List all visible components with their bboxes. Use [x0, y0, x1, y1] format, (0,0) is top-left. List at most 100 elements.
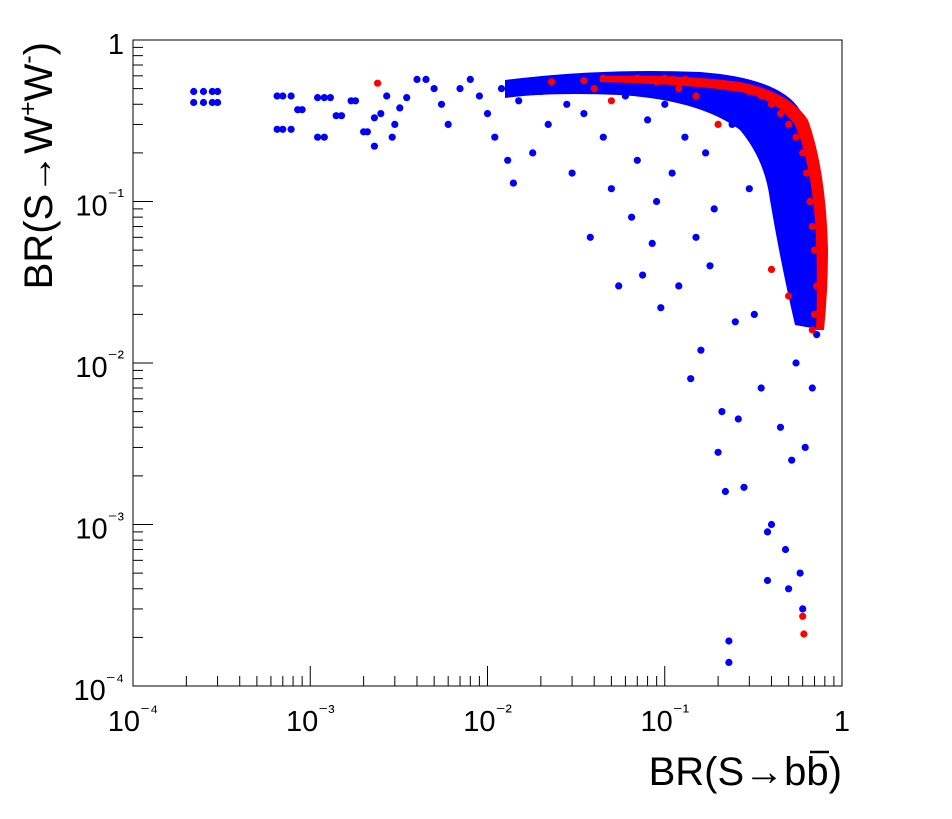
data-point-s1-1: [548, 78, 556, 86]
dense-point-bands: [505, 71, 828, 330]
data-point-s1-11: [668, 75, 676, 83]
data-point-s1-16: [731, 82, 739, 90]
data-point-s0-68: [648, 239, 656, 247]
data-point-s1-34: [800, 630, 808, 638]
data-point-s0-16: [314, 94, 322, 102]
data-point-s0-8: [273, 92, 281, 100]
data-point-s1-2: [580, 77, 588, 85]
data-point-s1-7: [633, 74, 641, 82]
y-tick-label: 10⁻³: [75, 510, 124, 546]
data-point-s0-101: [792, 359, 800, 367]
data-point-s0-84: [725, 637, 733, 645]
data-point-s0-28: [370, 114, 378, 122]
data-point-s1-23: [799, 149, 807, 157]
data-point-s0-52: [544, 120, 552, 128]
data-point-s0-39: [444, 120, 452, 128]
data-point-s0-10: [287, 92, 295, 100]
dense-band-blue: [505, 71, 827, 330]
axis-tick-labels: 10⁻⁴ 10⁻³ 10⁻² 10⁻¹ 1 10⁻⁴ 10⁻³ 10⁻² 10⁻¹ 1: [74, 29, 851, 738]
data-point-s0-69: [653, 197, 661, 206]
data-point-s0-38: [437, 100, 446, 108]
data-point-s1-5: [607, 97, 616, 105]
data-point-s0-19: [314, 133, 322, 141]
y-tick-label: 1: [108, 29, 124, 61]
data-point-s0-66: [639, 271, 647, 279]
data-point-s0-98: [781, 545, 790, 554]
data-point-s0-70: [657, 304, 665, 312]
data-point-s0-49: [520, 78, 528, 86]
data-point-s1-27: [810, 246, 819, 254]
data-point-s0-62: [615, 282, 623, 290]
data-point-s0-57: [580, 110, 588, 118]
data-point-s0-51: [537, 87, 545, 96]
data-point-s0-55: [568, 169, 576, 177]
data-point-s0-50: [529, 149, 537, 157]
data-point-s0-34: [403, 94, 411, 102]
data-point-s1-17: [745, 87, 753, 96]
data-point-s0-24: [351, 97, 360, 105]
data-point-s0-29: [377, 110, 385, 118]
data-point-s0-108: [813, 331, 821, 339]
data-point-s0-104: [801, 443, 809, 451]
data-point-s1-15: [714, 120, 722, 128]
data-point-s1-8: [644, 77, 652, 85]
data-point-s0-22: [337, 112, 346, 120]
data-point-s0-93: [763, 528, 772, 536]
data-point-s0-83: [721, 487, 730, 496]
data-point-s0-48: [515, 97, 523, 105]
data-point-s0-26: [363, 128, 371, 136]
data-point-s0-54: [563, 100, 571, 108]
data-point-s0-105: [805, 310, 813, 318]
data-point-s0-12: [279, 125, 287, 133]
data-point-s1-18: [757, 92, 765, 100]
data-point-s0-77: [697, 346, 705, 354]
data-point-s0-103: [799, 605, 807, 613]
y-tick-label: 10⁻¹: [75, 187, 124, 223]
data-point-s0-1: [199, 87, 208, 96]
data-point-s0-74: [681, 133, 689, 141]
data-point-s1-25: [806, 197, 814, 206]
data-point-s0-73: [675, 282, 683, 290]
data-point-s0-44: [491, 133, 499, 141]
data-point-s0-88: [734, 415, 742, 423]
data-point-s0-20: [320, 133, 328, 141]
data-point-s1-30: [808, 326, 816, 334]
data-point-s0-85: [725, 658, 733, 667]
data-point-s1-26: [808, 222, 816, 231]
data-point-s0-45: [497, 85, 506, 93]
data-point-s0-64: [628, 213, 636, 221]
data-point-s0-100: [788, 456, 796, 464]
data-point-s0-2: [208, 87, 216, 96]
data-point-s1-21: [785, 120, 793, 128]
data-point-s0-78: [702, 149, 710, 157]
data-point-s0-94: [763, 576, 772, 585]
data-point-s0-61: [607, 185, 616, 193]
data-point-s1-29: [810, 310, 819, 318]
x-tick-label: 10⁻²: [463, 702, 512, 738]
data-point-s0-81: [714, 448, 722, 456]
data-point-s1-12: [675, 85, 683, 93]
data-point-s0-58: [586, 233, 594, 241]
data-point-s0-40: [456, 85, 464, 93]
data-point-s0-79: [706, 262, 714, 270]
data-point-s1-19: [767, 100, 776, 108]
data-point-s1-10: [661, 74, 669, 82]
data-point-s0-3: [214, 87, 222, 96]
data-point-s0-36: [422, 75, 430, 83]
data-point-s0-21: [332, 112, 340, 120]
data-points: [190, 74, 821, 667]
data-point-s0-30: [383, 92, 391, 100]
y-tick-label: 10⁻⁴: [74, 671, 124, 707]
data-point-s0-71: [661, 100, 669, 108]
data-point-s1-4: [599, 74, 607, 82]
data-point-s0-42: [475, 92, 483, 100]
data-point-s0-97: [776, 423, 785, 431]
data-point-s0-33: [396, 104, 404, 112]
data-point-s0-60: [599, 133, 607, 141]
data-point-s1-0: [374, 79, 382, 87]
data-point-s0-32: [391, 120, 399, 128]
data-point-s0-5: [199, 98, 208, 107]
data-point-s0-6: [208, 98, 216, 107]
